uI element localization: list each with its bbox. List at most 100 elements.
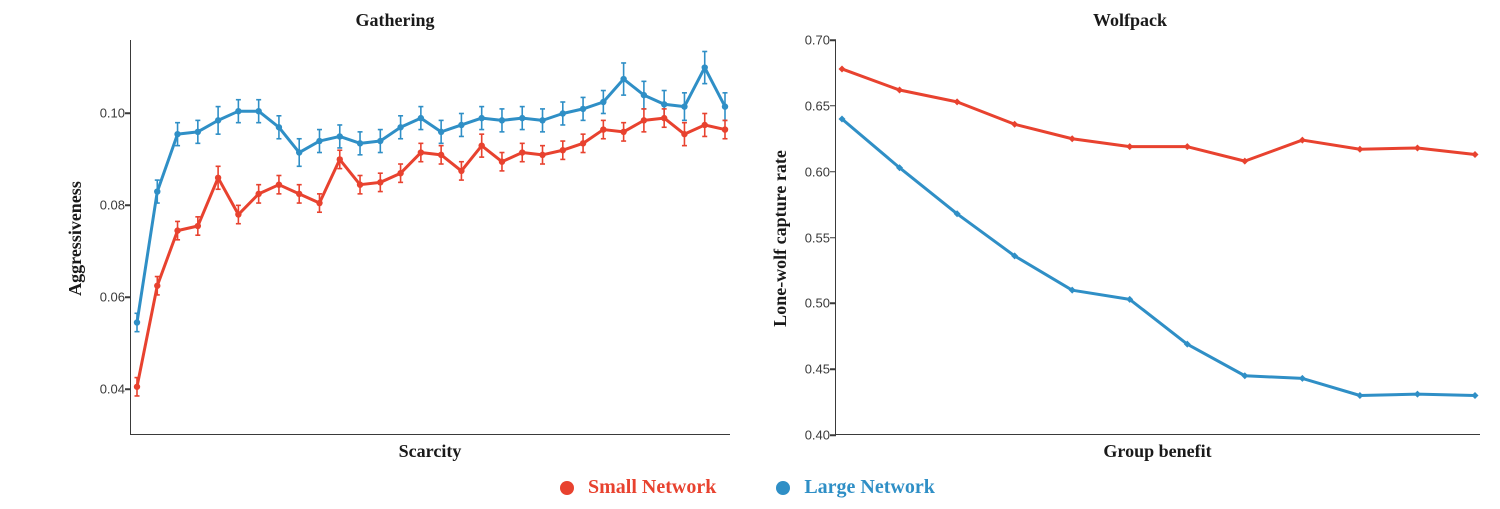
legend-dot-icon bbox=[776, 481, 790, 495]
marker bbox=[296, 191, 302, 197]
marker bbox=[195, 223, 201, 229]
ytick-mark bbox=[830, 237, 836, 239]
marker bbox=[519, 115, 525, 121]
marker bbox=[478, 115, 484, 121]
panel-gathering-xlabel: Scarcity bbox=[130, 441, 730, 462]
panel-wolfpack-plot: 0.400.450.500.550.600.650.70 bbox=[835, 40, 1480, 435]
marker bbox=[1414, 144, 1421, 151]
marker bbox=[438, 152, 444, 158]
panel-wolfpack: Wolfpack Lone-wolf capture rate 0.400.45… bbox=[770, 10, 1490, 465]
legend: Small Network Large Network bbox=[560, 476, 935, 499]
marker bbox=[560, 147, 566, 153]
marker bbox=[600, 99, 606, 105]
marker bbox=[235, 108, 241, 114]
panel-wolfpack-xlabel: Group benefit bbox=[835, 441, 1480, 462]
marker bbox=[661, 101, 667, 107]
marker bbox=[438, 129, 444, 135]
marker bbox=[316, 200, 322, 206]
marker bbox=[519, 149, 525, 155]
marker bbox=[377, 138, 383, 144]
marker bbox=[255, 191, 261, 197]
marker bbox=[1126, 143, 1133, 150]
ytick-mark bbox=[830, 105, 836, 107]
marker bbox=[357, 140, 363, 146]
ytick-mark bbox=[830, 368, 836, 370]
marker bbox=[1414, 391, 1421, 398]
marker bbox=[154, 188, 160, 194]
ytick-mark bbox=[125, 388, 131, 390]
marker bbox=[499, 117, 505, 123]
marker bbox=[1299, 375, 1306, 382]
marker bbox=[316, 138, 322, 144]
marker bbox=[174, 227, 180, 233]
marker bbox=[1184, 143, 1191, 150]
ytick-mark bbox=[125, 205, 131, 207]
panel-wolfpack-svg bbox=[836, 40, 1481, 435]
marker bbox=[276, 181, 282, 187]
legend-label: Small Network bbox=[588, 476, 716, 499]
marker bbox=[539, 117, 545, 123]
marker bbox=[357, 181, 363, 187]
marker bbox=[337, 133, 343, 139]
marker bbox=[255, 108, 261, 114]
marker bbox=[154, 283, 160, 289]
marker bbox=[1069, 135, 1076, 142]
marker bbox=[458, 122, 464, 128]
series-line-small bbox=[137, 118, 725, 387]
marker bbox=[1356, 146, 1363, 153]
marker bbox=[1472, 151, 1479, 158]
panel-gathering-svg bbox=[131, 40, 731, 435]
marker bbox=[377, 179, 383, 185]
marker bbox=[397, 170, 403, 176]
marker bbox=[580, 140, 586, 146]
ytick-mark bbox=[830, 303, 836, 305]
marker bbox=[1356, 392, 1363, 399]
marker bbox=[641, 117, 647, 123]
marker bbox=[215, 117, 221, 123]
marker bbox=[418, 149, 424, 155]
series-line-small bbox=[842, 69, 1475, 161]
panel-gathering: Gathering Aggressiveness 0.040.060.080.1… bbox=[50, 10, 740, 465]
panel-gathering-title: Gathering bbox=[50, 10, 740, 31]
panel-gathering-plot: 0.040.060.080.10 bbox=[130, 40, 730, 435]
marker bbox=[337, 156, 343, 162]
marker bbox=[681, 131, 687, 137]
legend-item: Large Network bbox=[776, 476, 935, 499]
marker bbox=[195, 129, 201, 135]
marker bbox=[458, 168, 464, 174]
marker bbox=[661, 115, 667, 121]
marker bbox=[580, 106, 586, 112]
marker bbox=[722, 126, 728, 132]
marker bbox=[560, 110, 566, 116]
marker bbox=[296, 149, 302, 155]
ytick-mark bbox=[125, 296, 131, 298]
series-line-large bbox=[842, 119, 1475, 396]
marker bbox=[539, 152, 545, 158]
panel-wolfpack-ylabel: Lone-wolf capture rate bbox=[770, 41, 791, 436]
marker bbox=[478, 142, 484, 148]
ytick-mark bbox=[830, 39, 836, 41]
marker bbox=[620, 129, 626, 135]
marker bbox=[620, 76, 626, 82]
marker bbox=[235, 211, 241, 217]
ytick-mark bbox=[830, 434, 836, 436]
ytick-mark bbox=[830, 171, 836, 173]
marker bbox=[600, 126, 606, 132]
panel-gathering-ylabel: Aggressiveness bbox=[65, 41, 86, 436]
marker bbox=[418, 115, 424, 121]
marker bbox=[1472, 392, 1479, 399]
marker bbox=[499, 159, 505, 165]
marker bbox=[681, 103, 687, 109]
marker bbox=[174, 131, 180, 137]
series-line-large bbox=[137, 68, 725, 323]
marker bbox=[215, 175, 221, 181]
marker bbox=[397, 124, 403, 130]
panel-wolfpack-title: Wolfpack bbox=[770, 10, 1490, 31]
ytick-mark bbox=[125, 113, 131, 115]
legend-dot-icon bbox=[560, 481, 574, 495]
legend-item: Small Network bbox=[560, 476, 716, 499]
marker bbox=[134, 319, 140, 325]
legend-label: Large Network bbox=[804, 476, 935, 499]
marker bbox=[276, 124, 282, 130]
marker bbox=[702, 122, 708, 128]
